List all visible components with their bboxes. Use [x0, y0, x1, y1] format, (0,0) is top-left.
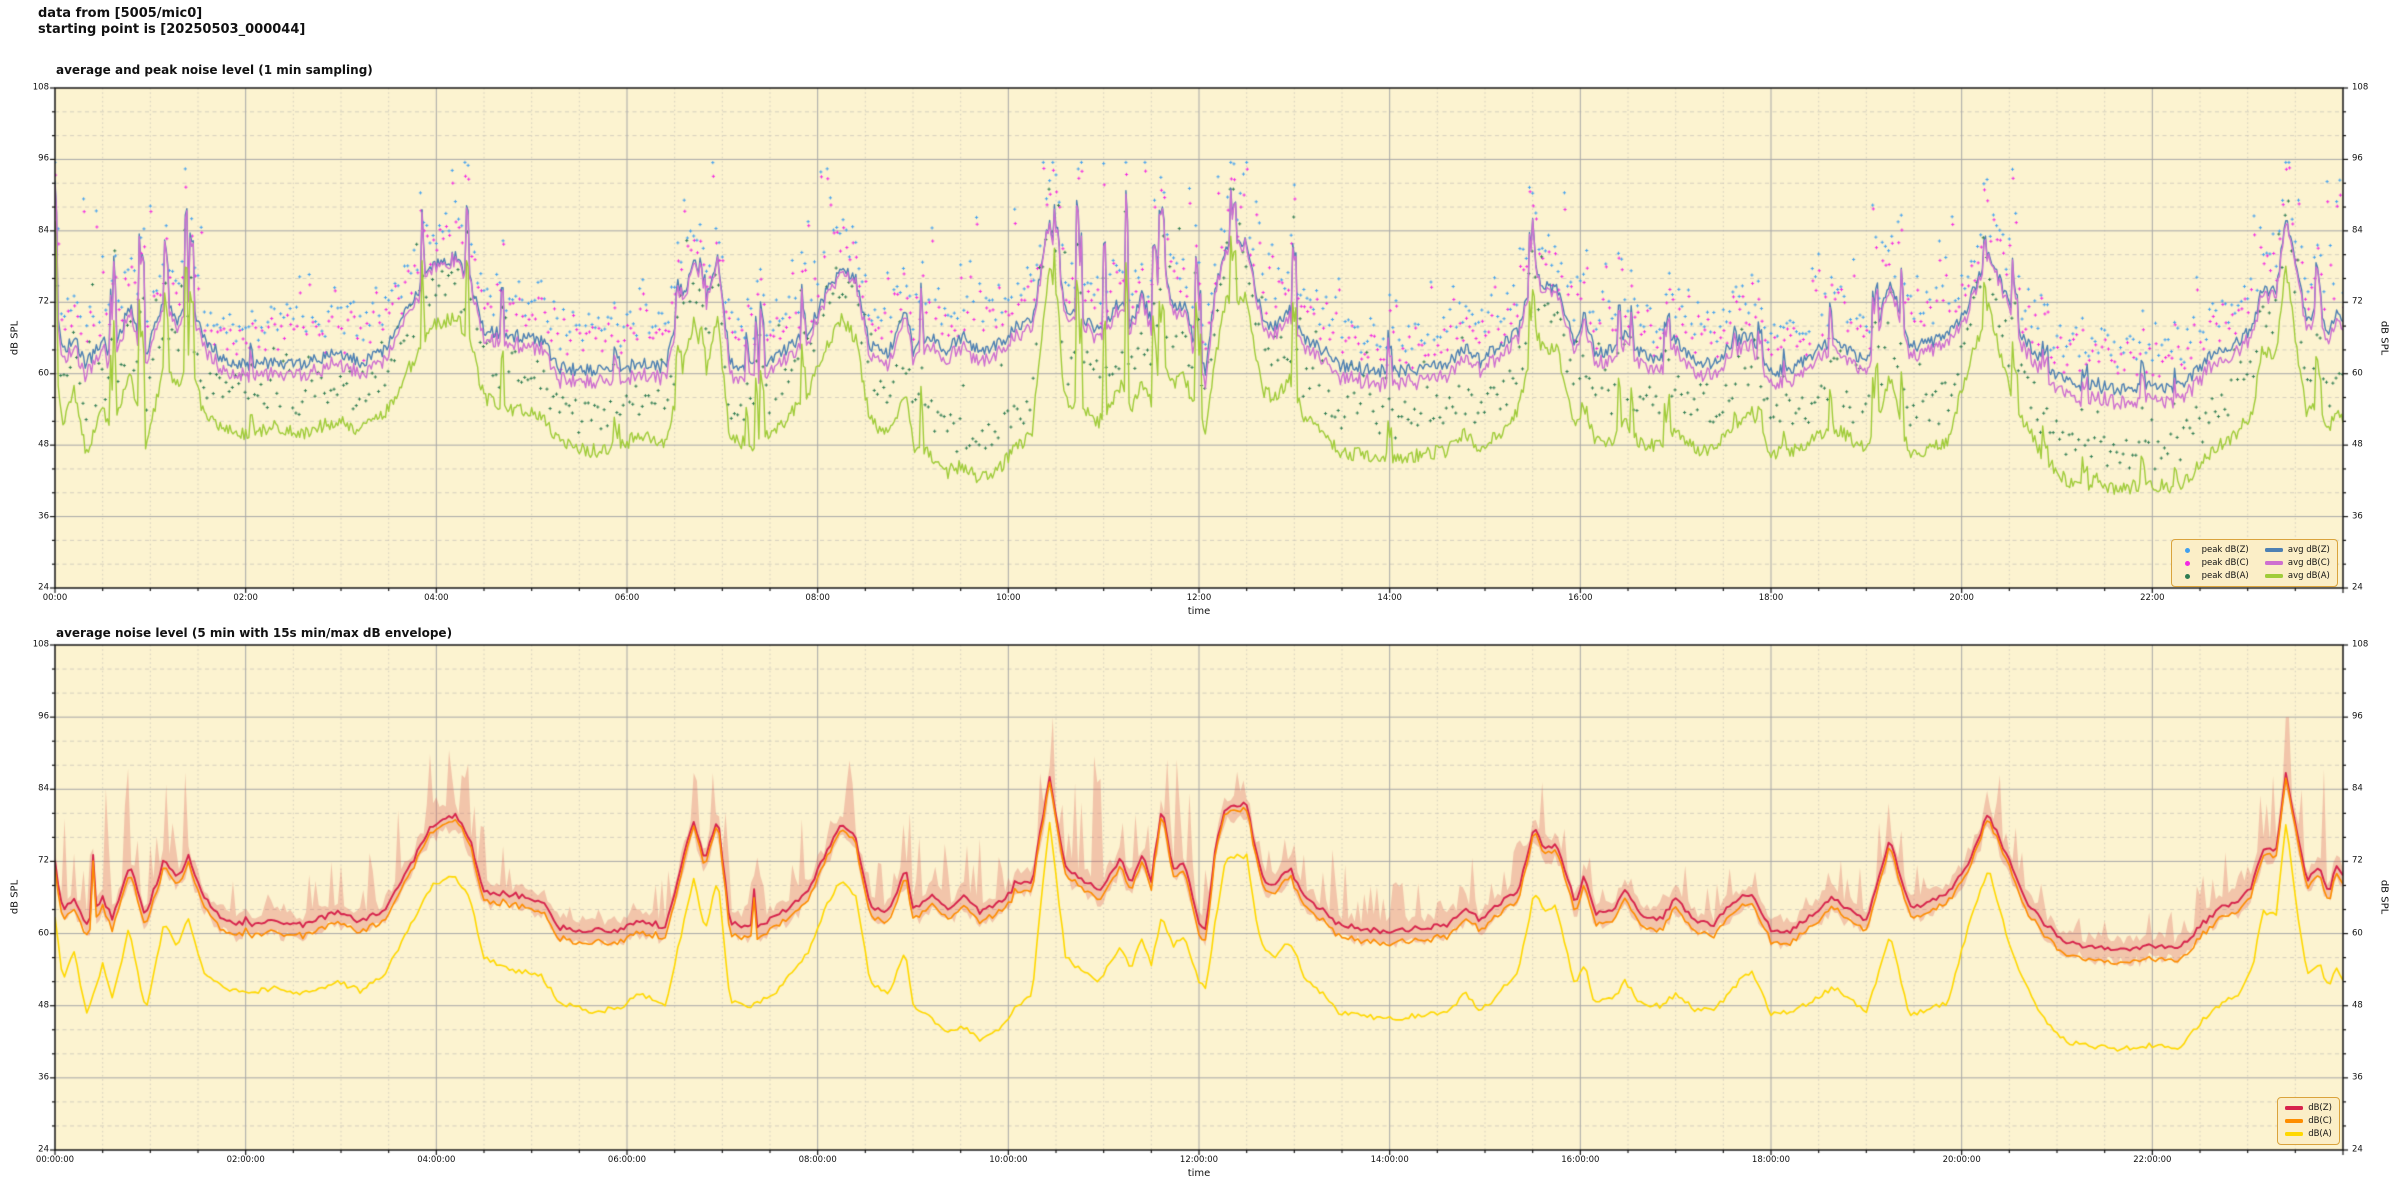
header-line-2: starting point is [20250503_000044] [38, 22, 306, 37]
chart1-y-axis-label-right: dB SPL [2378, 320, 2390, 356]
legend-label: peak dB(Z) [2201, 545, 2249, 555]
legend-line-avg_z [2264, 548, 2283, 552]
legend-label: dB(Z) [2308, 1103, 2332, 1113]
x-tick-label: 02:00 [233, 593, 258, 603]
legend-item: dB(Z) [2285, 1102, 2332, 1114]
chart1-title: average and peak noise level (1 min samp… [56, 63, 373, 77]
legend-item: peak dB(A) [2179, 570, 2249, 582]
legend-label: dB(C) [2308, 1116, 2332, 1126]
chart2-x-axis-label: time [1187, 1168, 1211, 1179]
legend-label: dB(A) [2308, 1129, 2332, 1139]
legend-label: avg dB(C) [2287, 558, 2330, 568]
y-tick-label-right: 84 [2352, 783, 2363, 794]
x-tick-label: 18:00:00 [1751, 1155, 1791, 1165]
legend-item: avg dB(A) [2264, 570, 2330, 582]
y-tick-label-left: 60 [38, 928, 49, 939]
y-tick-label-right: 48 [2352, 439, 2363, 450]
legend-item: avg dB(Z) [2264, 544, 2330, 556]
legend-label: avg dB(Z) [2287, 545, 2330, 555]
x-tick-label: 08:00 [805, 593, 830, 603]
x-tick-label: 12:00 [1186, 593, 1212, 603]
chart1-legend: peak dB(Z) peak dB(C) peak dB(A) avg dB(Z) a… [2170, 539, 2338, 587]
y-tick-label-left: 72 [38, 855, 49, 866]
chart2-title: average noise level (5 min with 15s min/… [56, 626, 453, 640]
x-tick-label: 20:00:00 [1942, 1155, 1981, 1165]
y-tick-label-left: 48 [38, 439, 49, 450]
legend-marker-peak_c [2185, 560, 2191, 566]
y-tick-label-right: 24 [2352, 1144, 2363, 1155]
x-tick-label: 00:00 [42, 593, 68, 603]
legend-line-db_z [2285, 1106, 2304, 1110]
y-tick-label-right: 60 [2352, 928, 2363, 939]
x-tick-label: 12:00:00 [1179, 1155, 1219, 1165]
x-tick-label: 00:00:00 [35, 1155, 75, 1165]
y-tick-label-right: 84 [2352, 225, 2363, 236]
y-tick-label-left: 60 [38, 368, 49, 379]
y-tick-label-left: 24 [38, 1144, 49, 1155]
y-tick-label-right: 96 [2352, 153, 2363, 164]
y-tick-label-right: 48 [2352, 1000, 2363, 1011]
y-tick-label-right: 108 [2352, 82, 2369, 93]
x-tick-label: 22:00:00 [2133, 1155, 2172, 1165]
legend-line-db_a [2285, 1132, 2304, 1136]
legend-marker-peak_a [2185, 573, 2191, 579]
y-tick-label-right: 60 [2352, 368, 2363, 379]
y-tick-label-left: 48 [38, 1000, 49, 1011]
y-tick-label-right: 24 [2352, 582, 2363, 593]
x-tick-label: 02:00:00 [226, 1155, 265, 1165]
x-tick-label: 04:00 [424, 593, 449, 603]
y-tick-label-left: 24 [38, 582, 49, 593]
y-tick-label-right: 72 [2352, 855, 2363, 866]
x-tick-label: 14:00 [1377, 593, 1402, 603]
legend-item: avg dB(C) [2264, 557, 2330, 569]
x-tick-label: 04:00:00 [417, 1155, 456, 1165]
x-tick-label: 22:00 [2140, 593, 2165, 603]
header-line-1: data from [5005/mic0] [38, 6, 203, 21]
x-tick-label: 10:00:00 [989, 1155, 1028, 1165]
chart1-y-axis-label-left: dB SPL [9, 320, 21, 356]
y-tick-label-left: 72 [38, 296, 49, 307]
x-tick-label: 10:00 [996, 593, 1021, 603]
legend-item: peak dB(C) [2179, 557, 2249, 569]
y-tick-label-left: 96 [38, 711, 49, 722]
y-tick-label-right: 36 [2352, 511, 2363, 522]
figure-header: data from [5005/mic0] starting point is … [38, 6, 305, 38]
y-tick-label-right: 108 [2352, 639, 2369, 650]
x-tick-label: 08:00:00 [798, 1155, 837, 1165]
y-tick-label-left: 84 [38, 783, 49, 794]
legend-marker-peak_z [2185, 547, 2191, 553]
chart2-legend: dB(Z) dB(C) dB(A) [2277, 1097, 2340, 1145]
x-tick-label: 20:00 [1949, 593, 1974, 603]
legend-line-avg_a [2264, 574, 2283, 578]
x-tick-label: 18:00 [1758, 593, 1784, 603]
legend-item: dB(C) [2285, 1115, 2332, 1127]
x-tick-label: 06:00 [614, 593, 640, 603]
legend-label: avg dB(A) [2287, 571, 2330, 581]
y-tick-label-left: 36 [38, 1072, 49, 1083]
legend-label: peak dB(C) [2201, 558, 2249, 568]
y-tick-label-right: 96 [2352, 711, 2363, 722]
legend-item: dB(A) [2285, 1128, 2332, 1140]
y-tick-label-left: 108 [32, 639, 49, 650]
legend-label: peak dB(A) [2201, 571, 2249, 581]
chart1-x-axis-label: time [1187, 606, 1211, 617]
chart2-y-axis-label-right: dB SPL [2378, 879, 2390, 915]
x-tick-label: 14:00:00 [1370, 1155, 1409, 1165]
chart2-y-axis-label-left: dB SPL [9, 879, 21, 915]
legend-line-avg_c [2264, 561, 2283, 565]
x-tick-label: 16:00 [1568, 593, 1593, 603]
x-tick-label: 16:00:00 [1561, 1155, 1600, 1165]
legend-line-db_c [2285, 1119, 2304, 1123]
y-tick-label-left: 96 [38, 153, 49, 164]
y-tick-label-right: 36 [2352, 1072, 2363, 1083]
y-tick-label-left: 108 [32, 82, 49, 93]
y-tick-label-left: 84 [38, 225, 49, 236]
legend-item: peak dB(Z) [2179, 544, 2249, 556]
y-tick-label-right: 72 [2352, 296, 2363, 307]
y-tick-label-left: 36 [38, 511, 49, 522]
x-tick-label: 06:00:00 [607, 1155, 647, 1165]
